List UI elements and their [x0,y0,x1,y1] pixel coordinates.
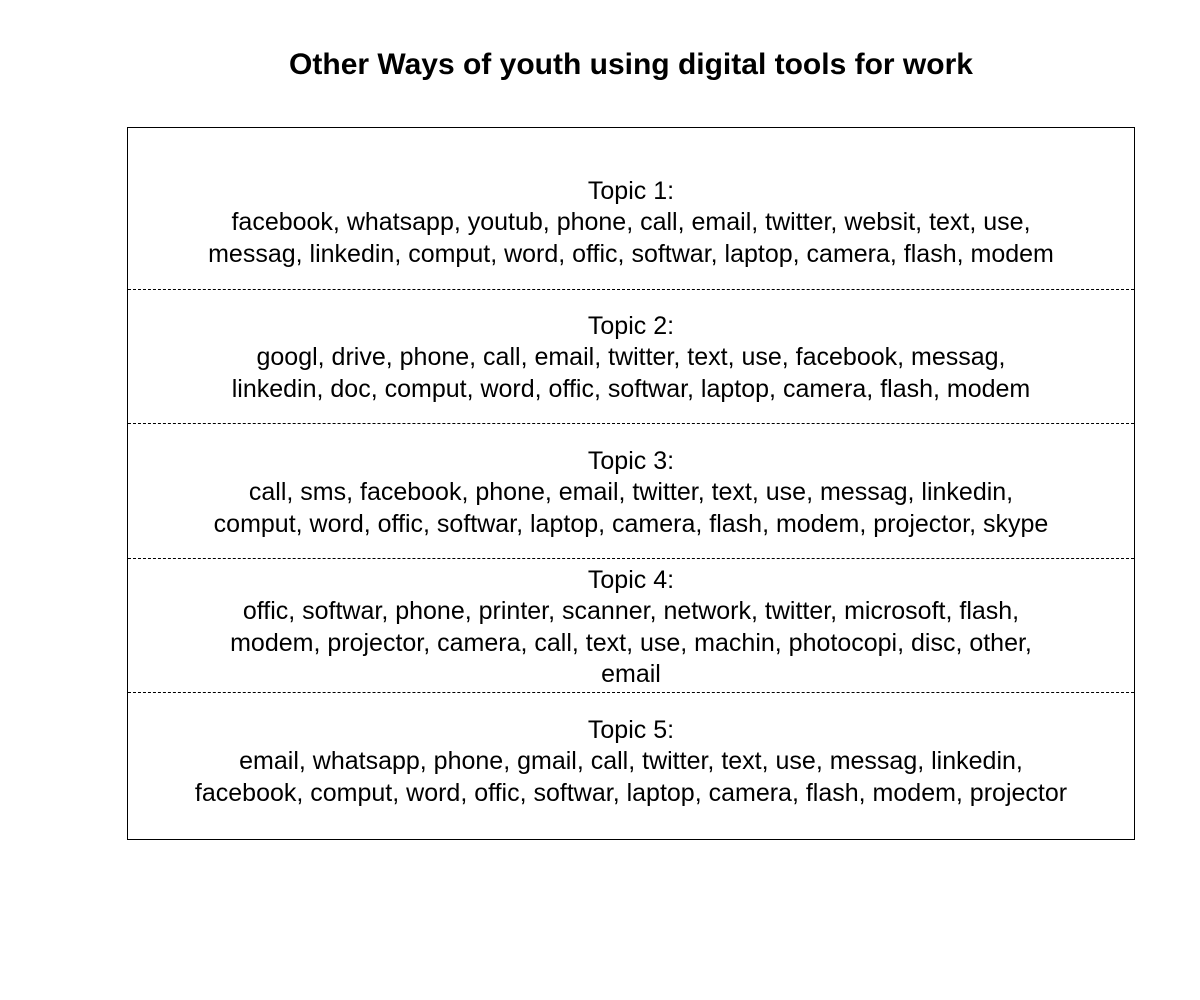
plot-box: Topic 1: facebook, whatsapp, youtub, pho… [127,127,1135,840]
chart-title: Other Ways of youth using digital tools … [289,48,973,81]
topic-4-label: Topic 4: [587,566,675,594]
topic-4-words-line-3: email [601,659,661,688]
topic-1-label: Topic 1: [587,177,675,205]
topic-3-words-line-2: comput, word, offic, softwar, laptop, ca… [213,509,1049,538]
topic-2-words-line-2: linkedin, doc, comput, word, offic, soft… [231,374,1031,403]
topic-1-block: Topic 1: facebook, whatsapp, youtub, pho… [128,176,1134,270]
topic-4-words-line-1: offic, softwar, phone, printer, scanner,… [242,597,1020,626]
topic-2-words-line-1: googl, drive, phone, call, email, twitte… [256,343,1006,372]
separator-1 [128,289,1134,290]
topic-3-words-line-1: call, sms, facebook, phone, email, twitt… [248,478,1014,507]
separator-3 [128,558,1134,559]
topic-5-block: Topic 5: email, whatsapp, phone, gmail, … [128,715,1134,809]
topic-5-words-line-2: facebook, comput, word, offic, softwar, … [194,778,1068,807]
topic-2-block: Topic 2: googl, drive, phone, call, emai… [128,311,1134,405]
topic-5-label: Topic 5: [587,716,675,744]
topic-5-words-line-1: email, whatsapp, phone, gmail, call, twi… [239,747,1023,776]
topic-2-label: Topic 2: [587,312,675,340]
topic-1-words-line-2: messag, linkedin, comput, word, offic, s… [208,239,1054,268]
topic-3-label: Topic 3: [587,447,675,475]
topic-1-words-line-1: facebook, whatsapp, youtub, phone, call,… [231,208,1031,237]
topic-3-block: Topic 3: call, sms, facebook, phone, ema… [128,446,1134,540]
topic-4-words-line-2: modem, projector, camera, call, text, us… [230,628,1032,657]
separator-4 [128,692,1134,693]
topic-4-block: Topic 4: offic, softwar, phone, printer,… [128,565,1134,690]
separator-2 [128,423,1134,424]
